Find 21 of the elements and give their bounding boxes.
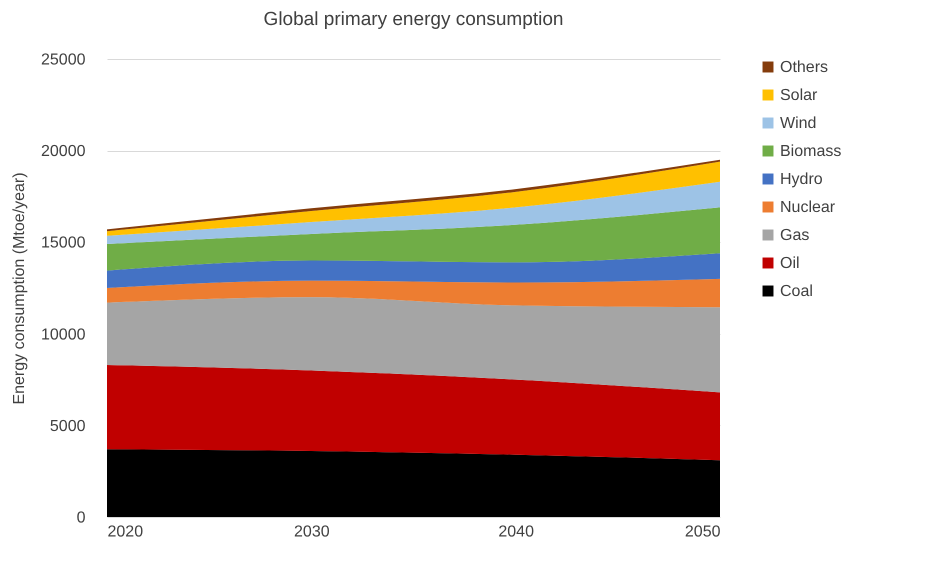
- y-tick-label: 15000: [41, 234, 86, 252]
- y-tick-label: 10000: [41, 326, 86, 344]
- legend-label: Wind: [780, 115, 816, 132]
- legend-label: Others: [780, 59, 828, 76]
- legend-label: Coal: [780, 283, 813, 300]
- x-tick-label: 2050: [684, 524, 721, 540]
- legend-label: Solar: [780, 87, 818, 104]
- x-tick-label: 2030: [294, 524, 330, 540]
- legend-label: Biomass: [780, 143, 842, 160]
- legend-label: Hydro: [780, 171, 823, 188]
- y-tick-label: 20000: [41, 143, 86, 160]
- y-tick-label: 0: [76, 510, 86, 526]
- y-axis-title: Energy consumption (Mtoe/year): [11, 172, 28, 405]
- x-tick-label: 2040: [498, 524, 534, 540]
- chart-title: Global primary energy consumption: [264, 9, 564, 30]
- y-tick-label: 5000: [50, 418, 86, 435]
- legend-label: Nuclear: [780, 199, 836, 216]
- legend-label: Gas: [780, 227, 810, 244]
- legend-label: Oil: [780, 255, 800, 272]
- y-tick-label: 25000: [41, 52, 86, 68]
- x-tick-label: 2020: [108, 524, 144, 540]
